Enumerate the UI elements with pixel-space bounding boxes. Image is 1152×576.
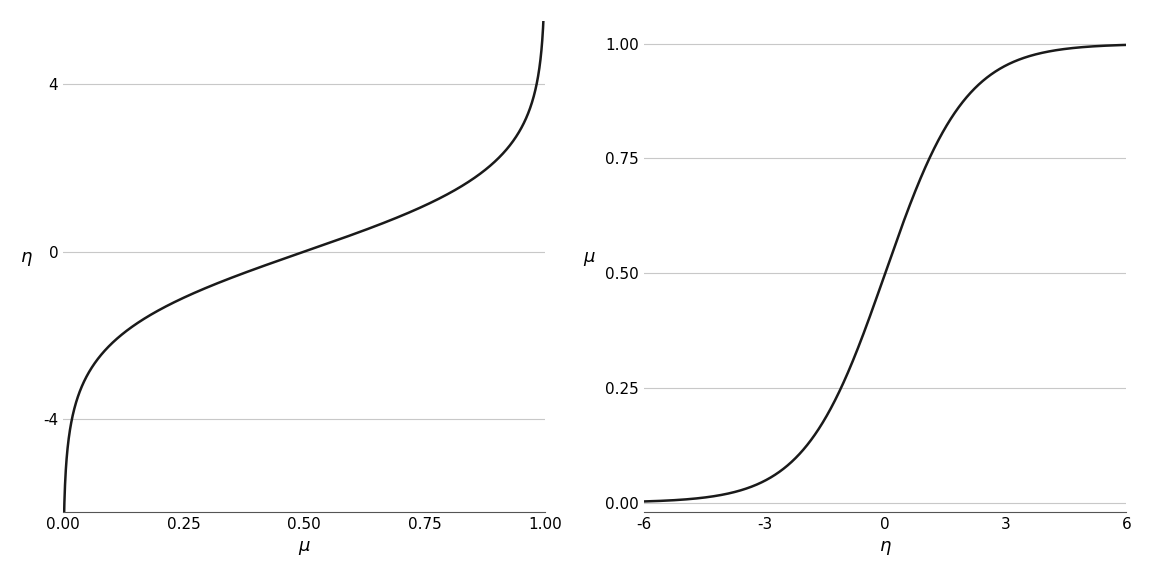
Y-axis label: μ: μ [583,248,594,266]
Y-axis label: η: η [21,248,32,266]
X-axis label: μ: μ [298,537,310,555]
X-axis label: η: η [879,537,890,555]
